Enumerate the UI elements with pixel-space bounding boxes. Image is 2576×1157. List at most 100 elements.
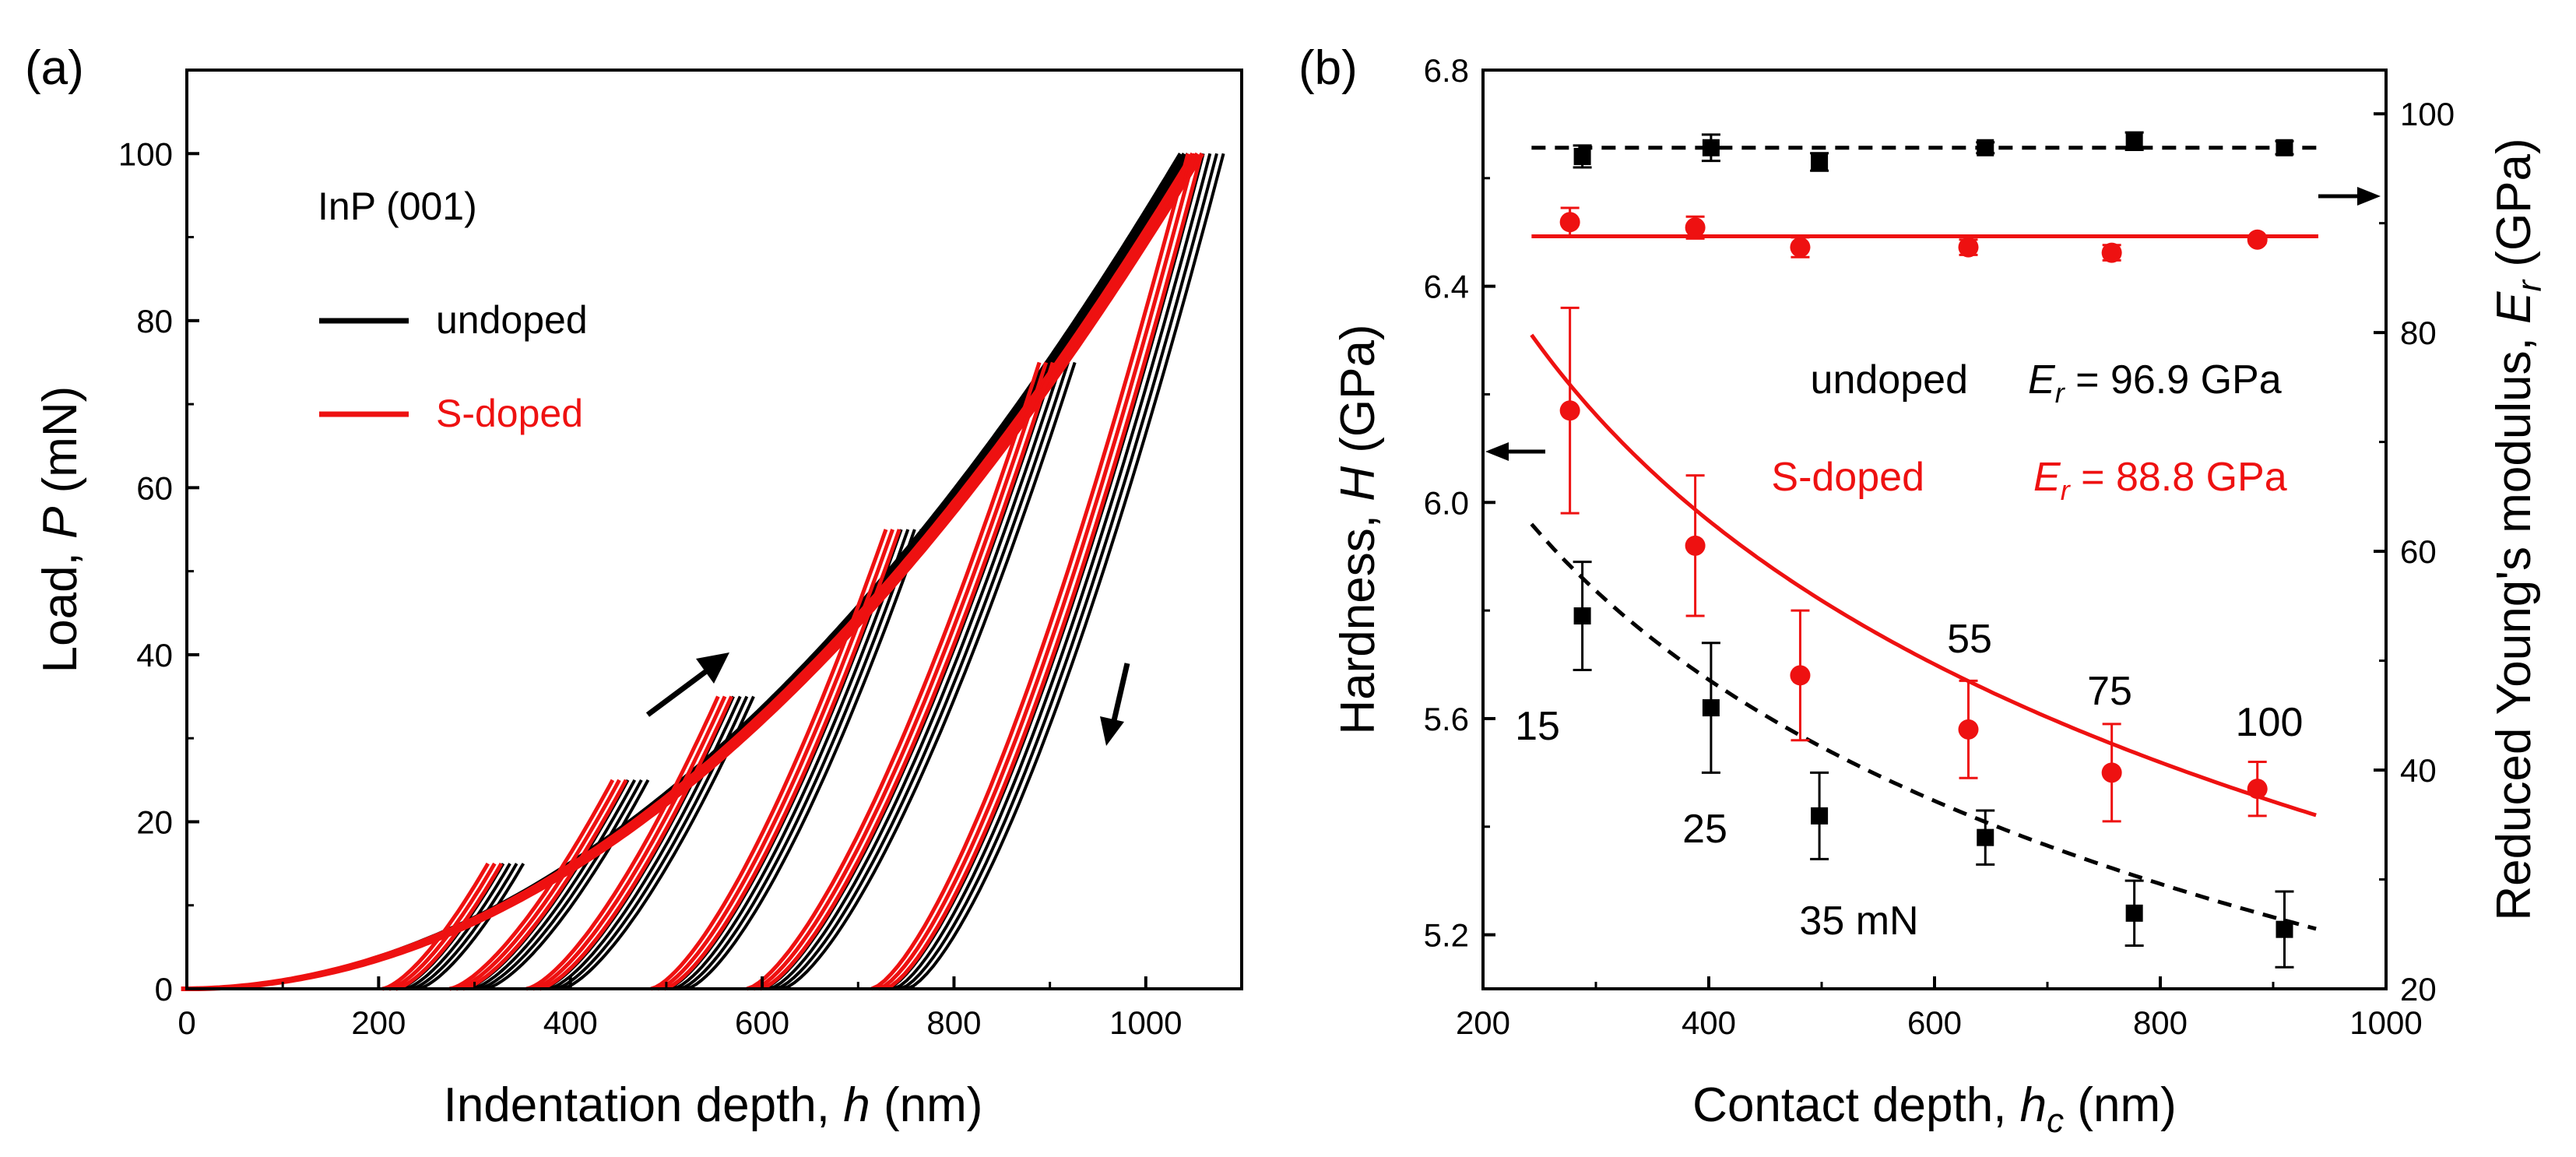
- b-ytick-label: 6.0: [1424, 484, 1469, 521]
- panel-a-label: (a): [25, 41, 84, 95]
- a-sdoped-unloading-curve: [462, 779, 628, 991]
- a-ticks: 0 200 400 600 800 1000 0 20 40 60 80 100: [118, 69, 1243, 1041]
- a-undoped-unloading-curve: [471, 779, 637, 990]
- b-load-label-75: 75: [2087, 669, 2132, 714]
- a-sdoped-unloading-curve: [656, 529, 894, 991]
- a-undoped-unloading-curve: [892, 153, 1212, 990]
- undoped-data-point: [2276, 139, 2293, 156]
- a-undoped-unloading-curve: [775, 361, 1070, 990]
- a-xtick-label: 200: [351, 1004, 406, 1041]
- a-xtick-label: 600: [735, 1004, 789, 1041]
- undoped-data-point: [2125, 132, 2143, 150]
- a-sdoped-unloading-curve: [539, 695, 733, 991]
- b-ylabel: Hardness, H (GPa): [1331, 324, 1385, 734]
- b-xtick-label: 1000: [2349, 1004, 2422, 1041]
- sdoped-data-point: [1790, 665, 1811, 686]
- a-ytick-label: 40: [136, 637, 173, 673]
- a-sdoped-unloading-curve: [663, 529, 901, 991]
- a-undoped-unloading-curve: [404, 863, 511, 990]
- a-sdoped-unloading-curve: [388, 862, 497, 991]
- b-y2tick-label: 80: [2400, 315, 2437, 351]
- a-title: InP (001): [318, 185, 477, 228]
- undoped-data-point: [2125, 904, 2143, 922]
- b-xtick-label: 800: [2133, 1004, 2188, 1041]
- sdoped-data-point: [2101, 762, 2122, 783]
- a-undoped-unloading-curve: [686, 529, 923, 990]
- b-y2tick-label: 60: [2400, 533, 2437, 570]
- S-doped-hardness-fit: [1530, 333, 2317, 818]
- sdoped-data-point: [1958, 237, 1979, 258]
- a-sdoped-unloading-curve: [870, 153, 1190, 991]
- b-sdoped-er-annotation: Er = 88.8 GPa: [2033, 455, 2287, 506]
- a-ytick-label: 100: [118, 135, 173, 172]
- undoped-hardness-fit: [1530, 522, 2317, 931]
- a-ytick-label: 60: [136, 469, 173, 506]
- a-undoped-unloading-curve: [561, 695, 755, 990]
- a-curves: [181, 152, 1225, 991]
- a-sdoped-unloading-curve: [395, 862, 504, 991]
- a-sdoped-unloading-curve: [532, 695, 727, 991]
- b-xtick-label: 200: [1456, 1004, 1510, 1041]
- b-xtick-label: 400: [1682, 1004, 1736, 1041]
- a-xlabel: Indentation depth, h (nm): [444, 1078, 983, 1132]
- b-load-label-25: 25: [1682, 807, 1727, 852]
- b-ytick-label: 5.6: [1424, 701, 1469, 737]
- a-sdoped-unloading-curve: [525, 695, 720, 991]
- a-sdoped-unloading-curve: [753, 361, 1049, 991]
- b-xlabel: Contact depth, hc (nm): [1692, 1078, 2177, 1140]
- a-legend-sdoped-label: S-doped: [436, 392, 583, 435]
- panel-b-label: (b): [1299, 41, 1358, 95]
- b-load-label-15: 15: [1515, 704, 1560, 749]
- b-y2label: Reduced Young's modulus, Er (GPa): [2487, 138, 2549, 920]
- sdoped-data-point: [1790, 237, 1811, 258]
- b-load-label-55: 55: [1947, 617, 1992, 662]
- a-xtick-label: 400: [543, 1004, 598, 1041]
- a-undoped-unloading-curve: [768, 361, 1063, 990]
- undoped-data-point: [1811, 153, 1829, 171]
- b-y2tick-label: 20: [2400, 971, 2437, 1008]
- b-data-points: [1559, 131, 2294, 969]
- a-sdoped-unloading-curve: [877, 153, 1197, 991]
- a-sdoped-unloading-curve: [448, 779, 615, 991]
- b-fit-curves: [1530, 146, 2318, 931]
- undoped-data-point: [1573, 147, 1591, 165]
- a-undoped-unloading-curve: [899, 153, 1218, 990]
- sdoped-data-point: [2247, 779, 2268, 800]
- sdoped-data-point: [2247, 229, 2268, 250]
- panel-b-hardness-modulus-chart: (b) 200 400 600 800 1000 5.2 5.6 6.0 6.4 6.8 20 40 6…: [1299, 41, 2549, 1140]
- b-undoped-er-annotation: Er = 96.9 GPa: [2028, 357, 2282, 409]
- a-loading-arrow: [645, 652, 729, 717]
- a-sdoped-unloading-curve: [759, 361, 1055, 991]
- sdoped-data-point: [1958, 719, 1979, 740]
- a-sdoped-unloading-curve: [884, 153, 1204, 991]
- undoped-data-point: [1573, 607, 1591, 625]
- a-sdoped-loading-curve: [190, 152, 1205, 991]
- undoped-data-point: [1702, 699, 1720, 717]
- undoped-data-point: [1977, 139, 1994, 156]
- b-ytick-label: 6.4: [1424, 269, 1469, 305]
- b-ytick-label: 6.8: [1424, 52, 1469, 89]
- a-undoped-unloading-curve: [410, 863, 518, 990]
- a-xtick-label: 1000: [1109, 1004, 1182, 1041]
- b-y2tick-label: 40: [2400, 752, 2437, 789]
- a-undoped-unloading-curve: [782, 361, 1077, 990]
- a-ytick-label: 80: [136, 303, 173, 339]
- a-unloading-arrow: [1100, 663, 1130, 746]
- undoped-data-point: [1811, 807, 1829, 825]
- a-undoped-unloading-curve: [672, 529, 910, 990]
- a-undoped-unloading-curve: [906, 153, 1225, 990]
- b-ytick-label: 5.2: [1424, 917, 1469, 954]
- a-sdoped-unloading-curve: [650, 529, 888, 991]
- b-right-axis-arrow: [2318, 187, 2381, 206]
- b-y2tick-label: 100: [2400, 96, 2455, 132]
- a-undoped-unloading-curve: [478, 779, 643, 990]
- b-sdoped-annotation-name: S-doped: [1771, 455, 1924, 500]
- sdoped-data-point: [1559, 212, 1580, 233]
- sdoped-data-point: [1685, 217, 1706, 238]
- b-load-label-100: 100: [2236, 700, 2304, 745]
- undoped-data-point: [2276, 920, 2293, 938]
- b-undoped-annotation-name: undoped: [1811, 357, 1968, 403]
- panel-a-load-depth-chart: (a) 0 200 400 600 800 1000 0 20 40 60 80 100 InP (0…: [25, 41, 1243, 1132]
